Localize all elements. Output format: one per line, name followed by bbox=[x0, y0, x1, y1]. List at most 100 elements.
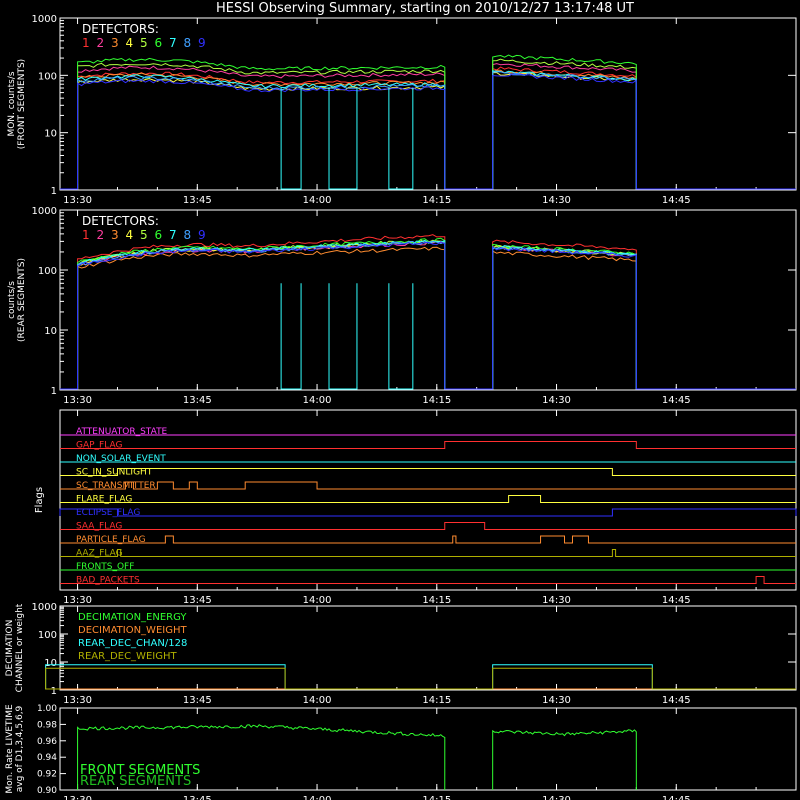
time-tick-label: 14:30 bbox=[542, 395, 571, 406]
y-tick-label: 10 bbox=[44, 129, 57, 140]
legend-item: 6 bbox=[155, 36, 163, 50]
time-tick-label: 14:00 bbox=[303, 695, 332, 706]
time-tick-label: 13:45 bbox=[183, 195, 212, 206]
flag-particle_flag: PARTICLE_FLAG bbox=[60, 535, 796, 545]
time-tick-label: 14:15 bbox=[422, 795, 451, 800]
flag-label: FLARE_FLAG bbox=[76, 495, 132, 505]
flag-label: BAD_PACKETS bbox=[76, 576, 140, 586]
legend-item: 9 bbox=[198, 228, 206, 242]
time-tick-label: 14:00 bbox=[303, 595, 332, 606]
time-tick-label: 13:30 bbox=[63, 595, 92, 606]
legend-title: DETECTORS: bbox=[82, 22, 159, 36]
panel-frame bbox=[59, 707, 797, 791]
detector-legend: DETECTORS:1 2 3 4 5 6 7 8 9 bbox=[82, 214, 206, 242]
flag-label: SC_IN_SUNLIGHT bbox=[76, 468, 153, 478]
legend-item: 1 bbox=[82, 36, 90, 50]
decimation-legend-item: DECIMATION_ENERGY bbox=[78, 612, 187, 623]
y-tick-label: 100 bbox=[38, 630, 57, 641]
livetime-legend-item: REAR SEGMENTS bbox=[80, 774, 191, 789]
time-tick-label: 14:15 bbox=[422, 195, 451, 206]
livetime-legend-item: FRONT SEGMENTS bbox=[80, 763, 200, 778]
time-tick-label: 14:30 bbox=[542, 795, 571, 800]
time-tick-label: 14:30 bbox=[542, 595, 571, 606]
flag-line bbox=[60, 495, 796, 503]
y-tick-label: 0.96 bbox=[37, 737, 57, 747]
dropout bbox=[280, 88, 302, 190]
flag-label: ECLIPSE_FLAG bbox=[76, 508, 140, 518]
y-tick-label: 1 bbox=[51, 186, 57, 197]
flag-label: GAP_FLAG bbox=[76, 441, 122, 451]
panel-3: 13:30 13:45 14:00 14:15 14:30 14:45 Flags ATTEN… bbox=[34, 409, 797, 606]
flag-eclipse_flag: ECLIPSE_FLAG bbox=[59, 508, 797, 518]
decimation-legend-item: REAR_DEC_CHAN/128 bbox=[78, 638, 187, 649]
flag-sc_transmitter: SC_TRANSMITTER bbox=[60, 481, 796, 491]
y-tick-label: 0.98 bbox=[37, 720, 57, 730]
y-tick-label: 100 bbox=[38, 266, 57, 277]
time-tick-label: 14:15 bbox=[422, 695, 451, 706]
panels-layer: 13:30 13:45 14:00 14:15 14:30 14:45 MON. count… bbox=[5, 14, 797, 800]
legend-item: 3 bbox=[111, 228, 119, 242]
detector-series-5 bbox=[60, 58, 796, 190]
legend-item: 1 bbox=[82, 228, 90, 242]
legend-item: 9 bbox=[198, 36, 206, 50]
decimation-legend-item: REAR_DEC_WEIGHT bbox=[78, 651, 177, 662]
time-tick-label: 14:45 bbox=[662, 195, 691, 206]
y-tick-label: 1.00 bbox=[37, 704, 57, 714]
y-axis-label: counts/s bbox=[7, 281, 17, 319]
detector-series-2 bbox=[60, 240, 796, 390]
y-axis-label: CHANNEL or weight bbox=[15, 603, 25, 692]
flag-sc_in_sunlight: SC_IN_SUNLIGHT bbox=[60, 468, 796, 478]
detector-series-1 bbox=[60, 234, 796, 390]
detector-series-3 bbox=[60, 246, 796, 390]
detector-series-8 bbox=[60, 240, 796, 390]
flag-gap_flag: GAP_FLAG bbox=[60, 441, 796, 451]
legend-item: 6 bbox=[155, 228, 163, 242]
y-tick-label: 0.94 bbox=[37, 753, 57, 763]
time-tick-label: 14:00 bbox=[303, 395, 332, 406]
time-tick-label: 13:30 bbox=[63, 795, 92, 800]
legend-item: 2 bbox=[97, 36, 105, 50]
legend-item: 4 bbox=[126, 228, 134, 242]
time-tick-label: 13:45 bbox=[183, 795, 212, 800]
y-tick-label: 10 bbox=[44, 326, 57, 337]
flag-line bbox=[60, 576, 796, 584]
time-tick-label: 14:45 bbox=[662, 395, 691, 406]
panel-frame bbox=[59, 17, 797, 191]
y-axis-label: Flags bbox=[34, 487, 45, 513]
dropout bbox=[280, 283, 302, 390]
time-tick-label: 13:45 bbox=[183, 395, 212, 406]
dropout bbox=[388, 88, 414, 190]
time-tick-label: 14:00 bbox=[303, 195, 332, 206]
y-tick-label: 1000 bbox=[32, 206, 57, 217]
detector-series-7 bbox=[60, 239, 796, 390]
time-tick-label: 14:45 bbox=[662, 795, 691, 800]
legend-item: 7 bbox=[169, 36, 177, 50]
time-tick-label: 14:15 bbox=[422, 395, 451, 406]
flag-aaz_flag: AAZ_FLAG bbox=[60, 549, 796, 559]
time-tick-label: 14:00 bbox=[303, 795, 332, 800]
y-axis-label: avg of D1,3,4,5,6,9 bbox=[15, 705, 25, 792]
legend-item: 3 bbox=[111, 36, 119, 50]
flag-label: PARTICLE_FLAG bbox=[76, 535, 146, 545]
flag-line bbox=[60, 535, 796, 544]
y-tick-label: 100 bbox=[38, 71, 57, 82]
decimation-series bbox=[45, 667, 796, 690]
y-tick-label: 1 bbox=[51, 686, 57, 697]
flag-non_solar_event: NON_SOLAR_EVENT bbox=[60, 454, 796, 464]
livetime-series bbox=[492, 729, 637, 791]
y-axis-label: MON. counts/s bbox=[7, 71, 17, 136]
dropout bbox=[328, 283, 358, 390]
flag-line bbox=[60, 481, 796, 490]
detector-legend: DETECTORS:1 2 3 4 5 6 7 8 9 bbox=[82, 22, 206, 50]
time-tick-label: 13:30 bbox=[63, 395, 92, 406]
y-tick-label: 0.92 bbox=[37, 770, 57, 780]
y-axis-label: (FRONT SEGMENTS) bbox=[17, 59, 27, 149]
y-tick-label: 1000 bbox=[32, 14, 57, 25]
time-tick-label: 14:30 bbox=[542, 195, 571, 206]
detector-series-9 bbox=[60, 73, 796, 190]
dropout bbox=[388, 283, 414, 390]
flag-label: SAA_FLAG bbox=[76, 522, 122, 532]
livetime-series bbox=[77, 724, 446, 791]
detector-7-dropouts bbox=[280, 283, 414, 390]
